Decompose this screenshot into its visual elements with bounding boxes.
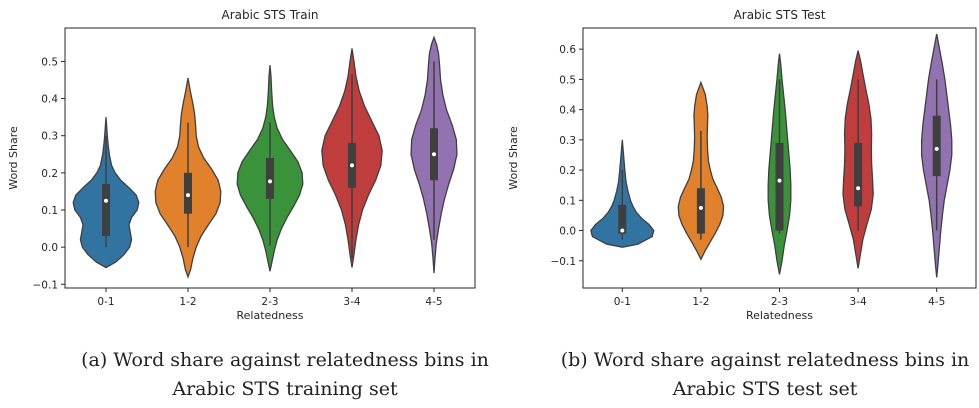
c1-ytick-label: 0.2 (559, 165, 576, 177)
c0-xtick-label-2-3: 2-3 (261, 296, 278, 308)
c0-ytick-label: 0.0 (41, 242, 58, 254)
c1-ytick-label: 0.6 (559, 44, 576, 56)
c1-ylabel: Word Share (507, 126, 520, 190)
caption-test: (b) Word share against relatedness bins … (560, 349, 970, 400)
c0-ytick-label: 0.3 (41, 131, 58, 143)
c0-median-dot-0-1 (104, 198, 108, 203)
c1-ytick-label: 0.0 (559, 226, 576, 238)
c1-median-dot-0-1 (620, 228, 625, 233)
c1-ytick-label: 0.4 (559, 105, 576, 117)
c0-median-dot-4-5 (432, 152, 436, 157)
c1-xtick-label-0-1: 0-1 (614, 296, 631, 308)
c1-xtick-label-4-5: 4-5 (928, 296, 945, 308)
c0-title: Arabic STS Train (221, 8, 318, 22)
c0-median-dot-3-4 (350, 163, 354, 168)
c1-xtick-label-1-2: 1-2 (692, 296, 709, 308)
c1-title: Arabic STS Test (734, 8, 826, 22)
c1-ytick-label: 0.5 (559, 74, 576, 86)
c1-ytick-label: 0.3 (559, 135, 576, 147)
c1-iqr-box-4-5 (932, 115, 941, 177)
chart-train: Arabic STS Train −0.1 0.0 0.1 0.2 0.3 0.4 0.5 0-… (0, 0, 480, 330)
c0-xlabel: Relatedness (237, 309, 304, 322)
chart-test: Arabic STS Test −0.1 0.0 0.1 0.2 0.3 0.4 0.5 0.6… (500, 0, 979, 330)
chart-train-svg: Arabic STS Train −0.1 0.0 0.1 0.2 0.3 0.4 0.5 0-… (7, 8, 476, 322)
caption-train: (a) Word share against relatedness bins … (81, 349, 489, 400)
c0-xtick-label-1-2: 1-2 (179, 296, 196, 308)
c0-xtick-label-4-5: 4-5 (425, 296, 442, 308)
c1-median-dot-3-4 (856, 186, 861, 191)
chart-test-svg: Arabic STS Test −0.1 0.0 0.1 0.2 0.3 0.4 0.5 0.6… (507, 8, 977, 322)
c0-ytick-label: 0.5 (41, 56, 58, 68)
c1-iqr-box-1-2 (696, 188, 705, 234)
c1-iqr-box-0-1 (618, 204, 627, 234)
c1-median-dot-4-5 (934, 146, 939, 151)
c1-xtick-label-2-3: 2-3 (771, 296, 788, 308)
c0-median-dot-2-3 (268, 179, 272, 184)
c0-ytick-label: 0.1 (41, 205, 58, 217)
c0-iqr-box-2-3 (266, 158, 274, 199)
c0-ylabel: Word Share (7, 126, 20, 190)
c1-ytick-label: 0.1 (559, 195, 576, 207)
c1-ytick-label: −0.1 (551, 256, 577, 268)
c0-median-dot-1-2 (186, 193, 190, 198)
c1-iqr-box-2-3 (775, 142, 784, 231)
c1-median-dot-2-3 (777, 178, 782, 183)
c0-ytick-label: 0.4 (41, 94, 58, 106)
c0-ytick-label: 0.2 (41, 168, 58, 180)
c0-xtick-label-3-4: 3-4 (343, 296, 360, 308)
c1-xtick-label-3-4: 3-4 (850, 296, 867, 308)
c0-iqr-box-0-1 (102, 184, 110, 236)
c1-iqr-box-3-4 (854, 142, 863, 207)
c0-ytick-label: −0.1 (33, 279, 59, 291)
c1-median-dot-1-2 (698, 205, 703, 210)
c1-xlabel: Relatedness (746, 309, 813, 322)
c0-xtick-label-0-1: 0-1 (97, 296, 114, 308)
